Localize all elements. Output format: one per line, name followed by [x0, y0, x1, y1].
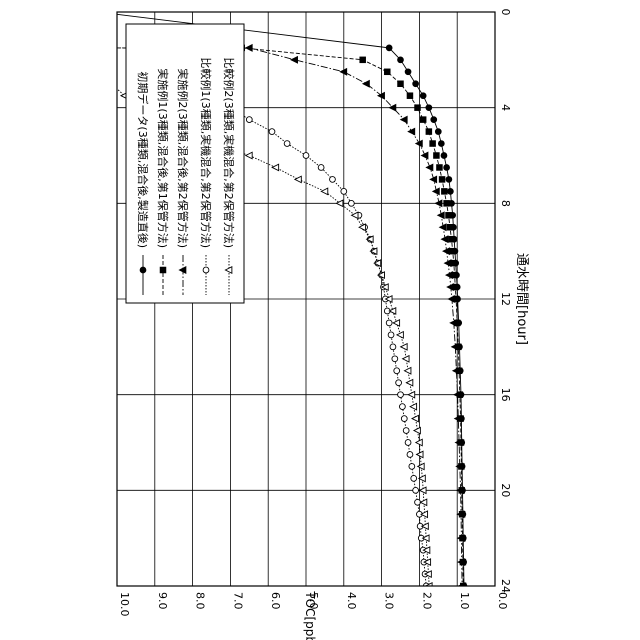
series-1-point: [398, 81, 404, 87]
series-1-point: [407, 93, 413, 99]
series-3-point: [318, 165, 324, 171]
y-tick-label: 10.0: [118, 592, 131, 617]
series-3-point: [341, 188, 347, 194]
series-0-point: [426, 105, 432, 111]
series-1-point: [437, 165, 443, 171]
series-3-point: [390, 344, 396, 350]
series-0-point: [444, 165, 450, 171]
series-3-point: [413, 487, 419, 493]
series-0-point: [446, 177, 452, 183]
y-tick-label: 3.0: [383, 592, 396, 610]
series-1-point: [442, 189, 448, 195]
series-3-point: [392, 356, 398, 362]
series-1-point: [434, 153, 440, 159]
series-1-point: [444, 201, 450, 207]
legend-label-4: 比較例2(3種類,実機混合,第2保管方法): [222, 57, 236, 248]
series-1-point: [446, 212, 452, 218]
series-3-point: [394, 368, 400, 374]
series-3-point: [411, 475, 417, 481]
series-1-point: [439, 177, 445, 183]
series-0-point: [431, 117, 437, 123]
series-1-point: [426, 129, 432, 135]
series-0-point: [435, 129, 441, 135]
series-0-point: [398, 57, 404, 63]
series-3-point: [407, 452, 413, 458]
legend-label-2: 実施例2(3種類,混合後,第2保管方法): [176, 68, 190, 248]
x-tick-label: 16: [499, 388, 512, 402]
legend-label-1: 実施例1(3種類,混合後,第1保管方法): [156, 68, 170, 248]
series-1-point: [384, 69, 390, 75]
series-3-point: [284, 141, 290, 147]
x-tick-label: 8: [499, 200, 512, 207]
series-1-point: [450, 248, 456, 254]
series-3-point: [203, 267, 209, 273]
series-3-point: [330, 177, 336, 183]
y-tick-label: 4.0: [345, 592, 358, 610]
legend-label-0: 初期データ(3種類,混合後,製造直後): [136, 71, 150, 248]
series-0-point: [405, 69, 411, 75]
series-3-point: [401, 416, 407, 422]
series-1-point: [360, 57, 366, 63]
x-tick-label: 20: [499, 483, 512, 497]
series-0-point: [386, 45, 392, 51]
series-3-point: [386, 320, 392, 326]
series-3-point: [348, 200, 354, 206]
y-tick-label: 1.0: [458, 592, 471, 610]
y-tick-label: 9.0: [156, 592, 169, 610]
series-1-point: [160, 267, 166, 273]
series-0-point: [413, 81, 419, 87]
series-3-point: [409, 464, 415, 470]
series-3-point: [403, 428, 409, 434]
series-0-point: [438, 141, 444, 147]
series-3-point: [396, 380, 402, 386]
x-tick-label: 12: [499, 292, 512, 306]
x-axis-title: 通水時間[hour]: [514, 253, 529, 345]
series-1-point: [430, 141, 436, 147]
y-tick-label: 0.0: [496, 592, 509, 610]
y-tick-label: 7.0: [231, 592, 244, 610]
x-axis-ticks: 0 4 8 12 16 20 24: [499, 9, 512, 594]
series-3-point: [388, 332, 394, 338]
series-3-point: [269, 129, 275, 135]
series-1-point: [451, 260, 457, 266]
series-1-point: [447, 224, 453, 230]
series-0-point: [140, 267, 146, 273]
series-1-point: [449, 236, 455, 242]
y-tick-label: 8.0: [194, 592, 207, 610]
series-3-point: [246, 117, 252, 123]
legend: 初期データ(3種類,混合後,製造直後) 実施例1(3種類,混合後,第1保管方法) 実…: [126, 24, 244, 303]
series-3-point: [398, 392, 404, 398]
series-3-point: [405, 440, 411, 446]
series-3-point: [399, 404, 405, 410]
y-tick-label: 2.0: [420, 592, 433, 610]
series-0-point: [447, 188, 453, 194]
y-tick-label: 6.0: [269, 592, 282, 610]
x-tick-label: 4: [499, 104, 512, 111]
series-0-point: [441, 153, 447, 159]
y-axis-title: TOC[ppb]: [303, 590, 317, 640]
x-tick-label: 0: [499, 9, 512, 16]
series-1-point: [420, 117, 426, 123]
legend-label-3: 比較例1(3種類,実機混合,第2保管方法): [199, 57, 213, 248]
series-1-point: [415, 105, 421, 111]
series-3-point: [303, 153, 309, 159]
series-0-point: [420, 93, 426, 99]
x-tick-label: 24: [499, 579, 512, 593]
